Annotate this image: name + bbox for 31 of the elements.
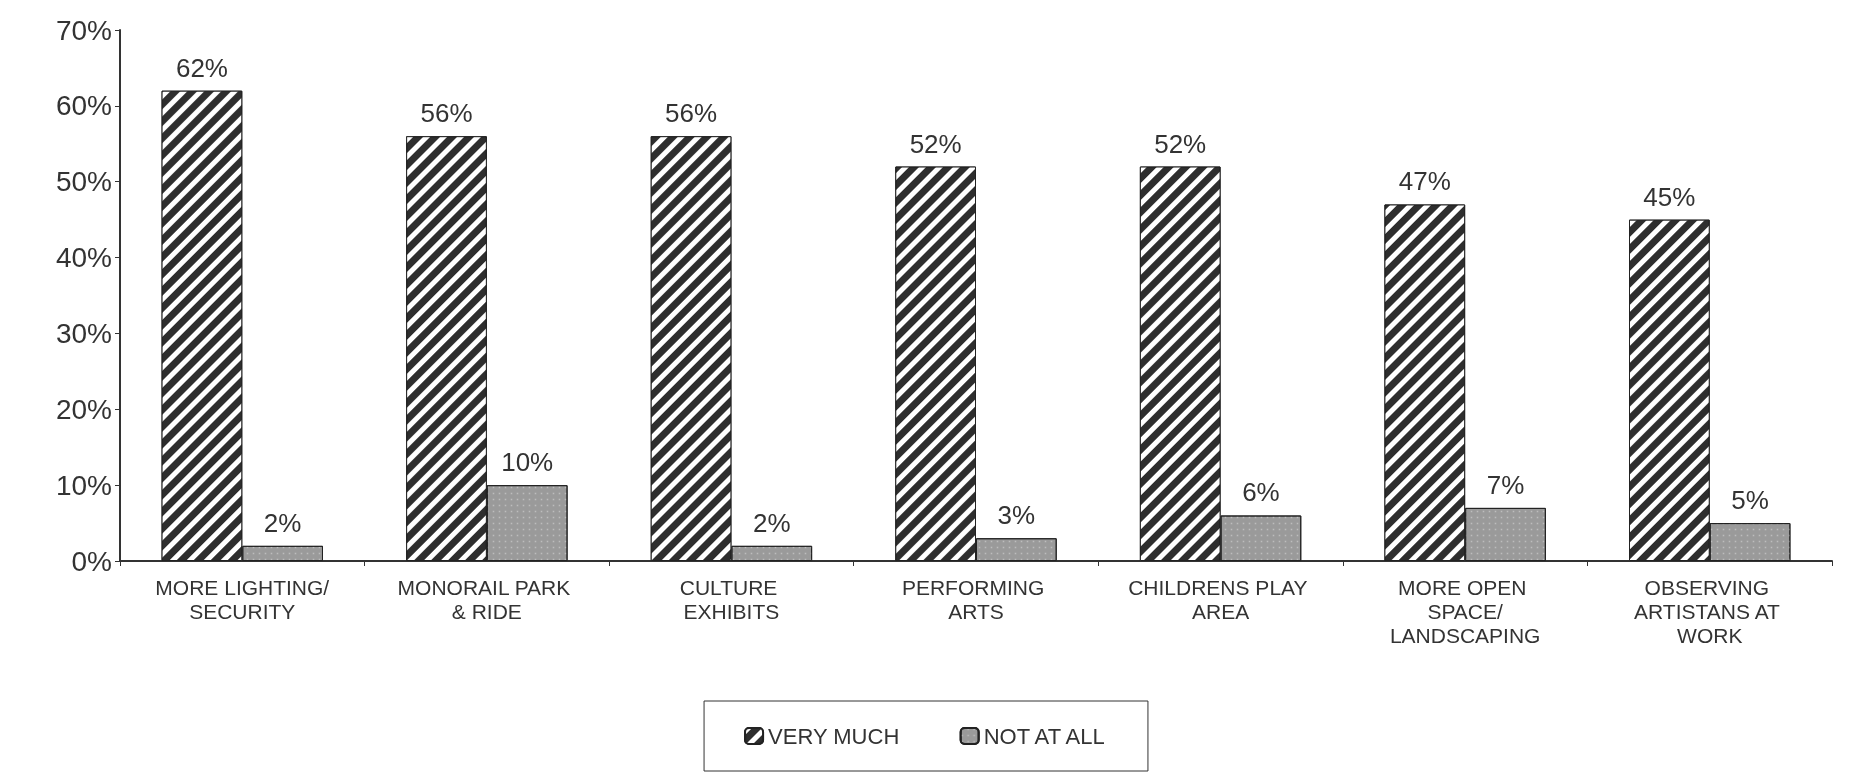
legend-label: NOT AT ALL <box>983 723 1105 749</box>
y-tick-label: 60% <box>55 90 112 122</box>
x-tick-label: PERFORMING ARTS <box>901 575 1051 623</box>
y-tick-label: 30% <box>55 317 112 349</box>
x-tick-label: MONORAIL PARK & RIDE <box>397 575 577 623</box>
data-label: 52% <box>1154 128 1207 159</box>
data-label: 47% <box>1398 166 1451 197</box>
data-label: 2% <box>263 507 302 538</box>
data-label: 52% <box>909 128 962 159</box>
y-tick-label: 20% <box>55 393 112 425</box>
x-tick-label: CULTURE EXHIBITS <box>679 575 784 623</box>
x-tick-label: MORE OPEN SPACE/LANDSCAPING <box>1389 575 1541 647</box>
data-label: 7% <box>1486 469 1525 500</box>
data-label: 62% <box>175 52 228 83</box>
x-tick-label: OBSERVING ARTISTANS AT WORK <box>1634 575 1786 647</box>
y-tick-label: 10% <box>55 469 112 501</box>
x-tick-label: CHILDRENS PLAY AREA <box>1128 575 1313 623</box>
data-label: 56% <box>420 98 473 129</box>
legend-label: VERY MUCH <box>768 723 900 749</box>
x-tick-label: MORE LIGHTING/SECURITY <box>155 575 330 623</box>
data-label: 6% <box>1242 477 1280 508</box>
y-tick-label: 50% <box>55 166 112 198</box>
y-tick-label: 70% <box>55 14 112 46</box>
y-tick-label: 40% <box>55 242 112 274</box>
data-label: 3% <box>997 500 1036 531</box>
data-label: 56% <box>665 98 718 129</box>
data-label: 10% <box>501 447 554 478</box>
y-tick-label: 0% <box>71 545 112 577</box>
data-label: 45% <box>1643 181 1696 212</box>
data-label: 5% <box>1731 485 1769 516</box>
data-label: 2% <box>752 507 791 538</box>
